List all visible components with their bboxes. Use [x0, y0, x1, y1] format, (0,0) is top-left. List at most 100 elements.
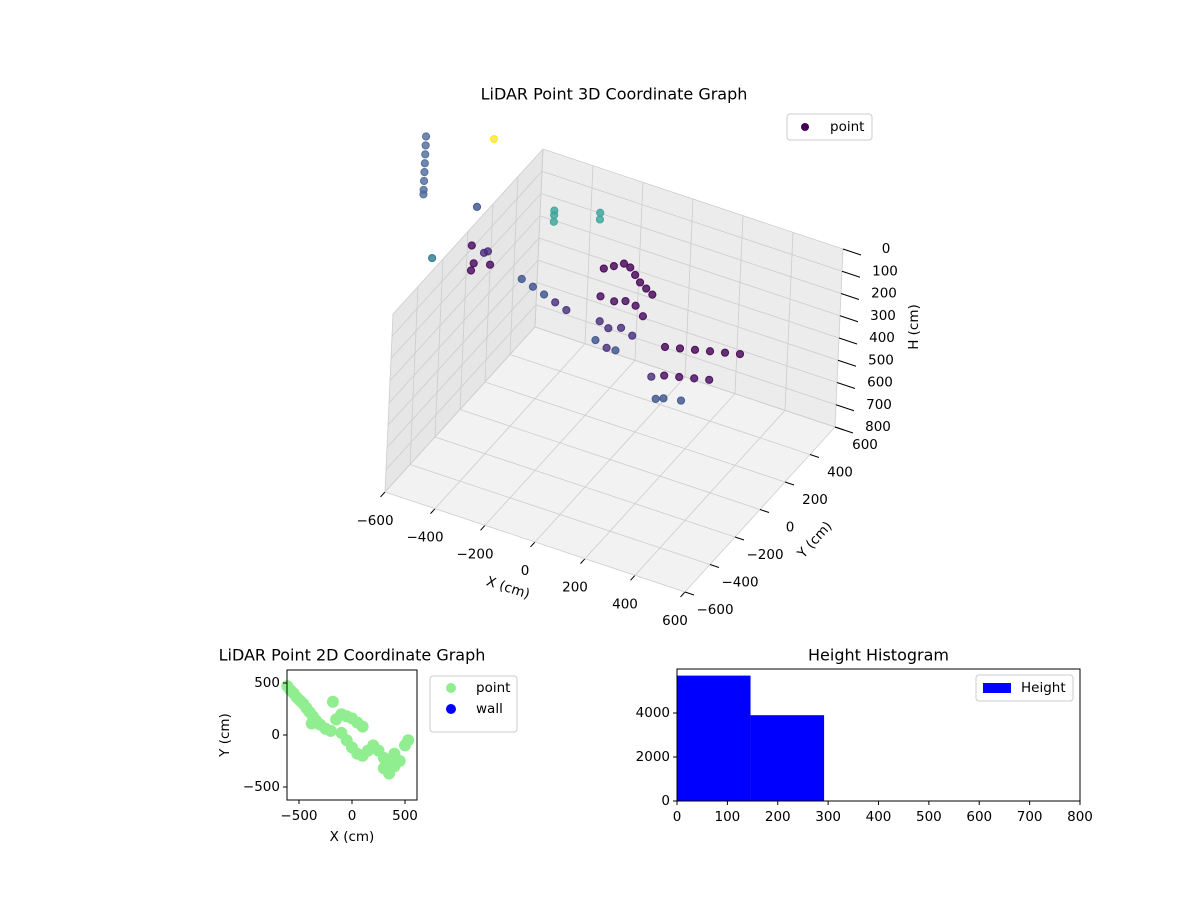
chart-title: Height Histogram	[808, 646, 949, 665]
point	[616, 323, 626, 333]
point	[602, 343, 611, 352]
y-tick-label: −500	[243, 779, 280, 795]
grid-line	[538, 237, 840, 339]
y-tick-label: 0	[661, 793, 670, 809]
y-tick-label: −400	[721, 575, 758, 591]
point	[651, 394, 660, 403]
x-tick	[430, 508, 436, 514]
x-tick	[380, 491, 386, 498]
x-tick	[630, 574, 636, 581]
y-tick-label: 0	[786, 520, 795, 536]
y-tick-label: 0	[271, 727, 280, 743]
point	[469, 259, 478, 268]
h-tick-label: 500	[868, 352, 894, 368]
point	[720, 348, 730, 357]
point	[626, 263, 635, 272]
grid-line	[389, 215, 541, 382]
point	[611, 346, 620, 355]
y-tick-label: 500	[254, 675, 280, 691]
grid-line	[384, 491, 686, 593]
x-tick-label: 100	[714, 809, 740, 825]
y-tick-label: 4000	[636, 705, 670, 721]
legend-label: point	[830, 119, 864, 135]
grid-line	[386, 282, 538, 448]
x-tick-label: 400	[612, 596, 638, 612]
point	[550, 210, 559, 220]
point	[595, 215, 605, 224]
x-tick-label: 0	[521, 563, 530, 579]
h-tick-label: 800	[865, 419, 891, 435]
legend-label: point	[476, 680, 510, 696]
y-axis-label: Y (cm)	[217, 713, 233, 758]
bar	[750, 715, 825, 801]
y-tick-label: −600	[696, 602, 733, 618]
point	[648, 290, 657, 299]
point	[420, 159, 429, 168]
y-tick-label: 200	[802, 492, 828, 508]
point	[472, 202, 482, 211]
point	[676, 396, 686, 405]
point	[420, 168, 429, 177]
grid-line	[542, 148, 844, 250]
h-tick	[841, 270, 861, 278]
point	[631, 301, 640, 310]
h-tick	[838, 337, 858, 345]
y-tick	[709, 564, 720, 568]
h-tick	[839, 315, 859, 323]
h-tick	[840, 293, 860, 300]
point	[356, 720, 369, 733]
x-tick-label: −200	[456, 546, 493, 562]
grid-line	[484, 381, 786, 483]
point	[619, 259, 629, 268]
point	[596, 292, 605, 301]
point	[638, 312, 648, 321]
grid-line	[409, 464, 711, 565]
h-tick-label: 0	[882, 241, 891, 257]
grid-line	[537, 259, 839, 361]
plot-frame	[286, 669, 418, 801]
point	[467, 241, 476, 250]
grid-line	[387, 259, 539, 426]
point	[690, 345, 700, 354]
point	[642, 284, 651, 293]
point	[562, 305, 571, 315]
point	[388, 747, 401, 760]
point	[383, 767, 396, 780]
point	[485, 260, 495, 269]
x-tick-label: −500	[280, 808, 317, 824]
point	[419, 176, 429, 186]
x-tick	[530, 541, 536, 548]
point	[659, 394, 668, 403]
point	[421, 150, 430, 159]
grid-line	[384, 326, 536, 493]
y-tick-label: 600	[852, 437, 878, 453]
point	[539, 290, 549, 299]
x-tick-label: 0	[673, 809, 682, 825]
x-tick	[680, 591, 686, 598]
point	[549, 217, 558, 226]
grid-line	[541, 170, 843, 272]
h-tick	[835, 404, 855, 412]
point	[647, 372, 656, 381]
point	[489, 134, 499, 144]
x-tick	[580, 558, 586, 564]
h-tick-label: 200	[871, 286, 897, 302]
x-tick-label: 400	[866, 809, 892, 825]
grid-line	[540, 193, 842, 294]
legend-marker	[446, 704, 456, 714]
y-tick	[809, 454, 820, 458]
x-tick-label: 200	[562, 580, 588, 596]
x-tick-label: −400	[406, 530, 443, 546]
grid-line	[434, 436, 736, 538]
point	[551, 298, 560, 307]
point	[621, 296, 630, 306]
y-tick	[734, 536, 745, 541]
y-tick-label: 2000	[636, 749, 670, 765]
grid-line	[534, 326, 836, 428]
point	[466, 266, 476, 275]
point	[628, 331, 637, 340]
point	[419, 190, 428, 199]
h-tick	[842, 248, 862, 256]
legend-marker	[801, 123, 809, 131]
